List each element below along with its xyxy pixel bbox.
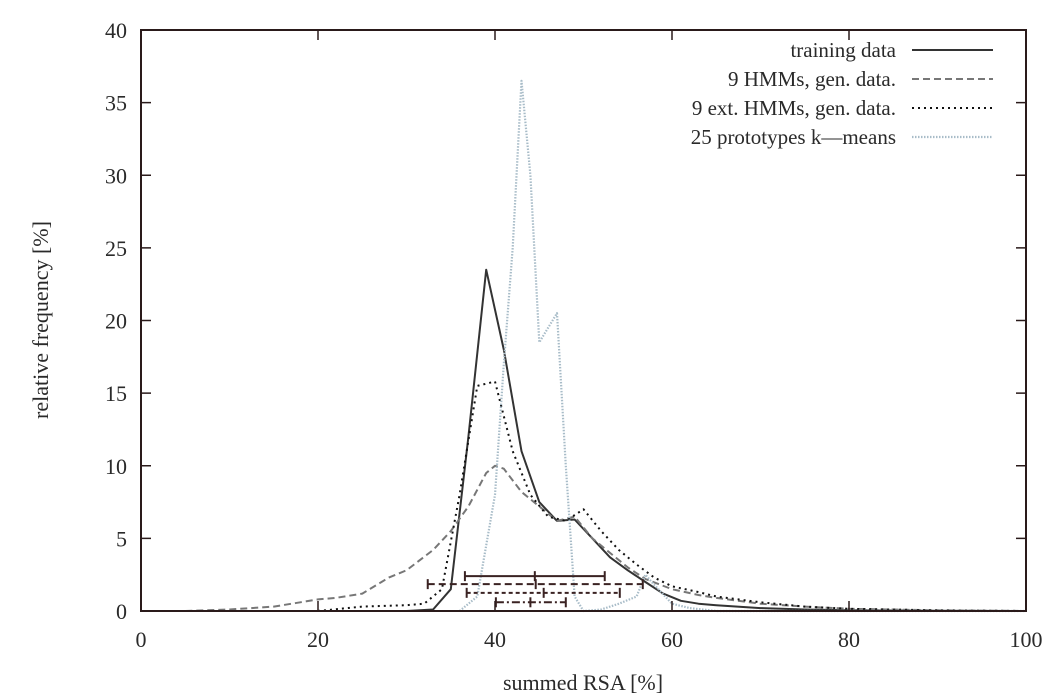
- y-tick-label: 5: [116, 526, 127, 551]
- y-tick-label: 30: [105, 163, 127, 188]
- x-tick-label: 0: [136, 627, 147, 652]
- y-tick-label: 25: [105, 236, 127, 261]
- x-tick-label: 60: [661, 627, 683, 652]
- series-line-3: [458, 79, 1026, 613]
- series-line-2: [317, 380, 1027, 612]
- legend-label: 9 HMMs, gen. data.: [728, 67, 896, 91]
- x-tick-label: 20: [307, 627, 329, 652]
- y-tick-label: 0: [116, 599, 127, 624]
- y-tick-label: 10: [105, 454, 127, 479]
- legend-label: training data: [790, 38, 896, 62]
- x-tick-label: 100: [1010, 627, 1043, 652]
- legend: training data 9 HMMs, gen. data. 9 ext. HM…: [691, 38, 993, 149]
- x-axis-title: summed RSA [%]: [503, 670, 663, 695]
- series-line-0: [406, 268, 1027, 612]
- legend-label: 9 ext. HMMs, gen. data.: [692, 96, 896, 120]
- y-axis: 0 5 10 15 20 25 30 35 40: [105, 18, 1026, 624]
- plot-lines: [185, 79, 1027, 613]
- series-line-1: [185, 464, 1027, 612]
- error-bars: [426, 571, 644, 608]
- x-tick-label: 40: [484, 627, 506, 652]
- y-tick-label: 20: [105, 309, 127, 334]
- x-tick-label: 80: [838, 627, 860, 652]
- y-axis-title: relative frequency [%]: [28, 221, 53, 419]
- legend-label: 25 prototypes k—means: [691, 125, 896, 149]
- y-tick-label: 40: [105, 18, 127, 43]
- y-tick-label: 15: [105, 381, 127, 406]
- x-axis: 0 20 40 60 80 100: [136, 30, 1043, 652]
- y-tick-label: 35: [105, 91, 127, 116]
